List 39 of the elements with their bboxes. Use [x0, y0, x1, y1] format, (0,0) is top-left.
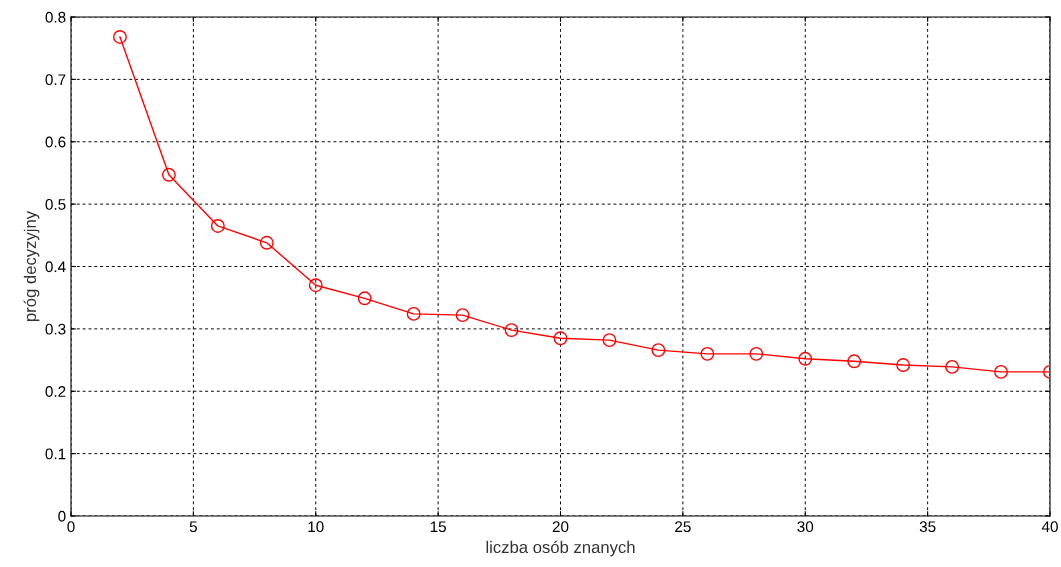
y-tick-label: 0.5: [45, 198, 66, 210]
point: [259, 235, 274, 250]
point: [602, 333, 617, 348]
point: [406, 306, 421, 321]
y-tick-label: 0.7: [45, 74, 66, 86]
x-tick-label: 15: [430, 521, 446, 533]
point: [847, 354, 862, 369]
x-tick-label: 5: [189, 521, 197, 533]
y-tick-label: 0.2: [45, 386, 66, 397]
y-tick-label: 0: [58, 510, 66, 522]
point: [945, 359, 960, 374]
y-tick-label: 0.6: [45, 136, 66, 148]
y-tick-label: 0.8: [45, 11, 66, 23]
point: [357, 291, 372, 306]
x-tick-label: 0: [67, 521, 75, 533]
x-tick-label: 25: [675, 521, 691, 533]
point: [651, 343, 666, 358]
x-tick-label: 30: [797, 521, 814, 533]
point: [308, 278, 323, 293]
y-tick-label: 0.4: [45, 261, 66, 273]
point: [553, 331, 568, 346]
point: [798, 351, 813, 366]
point: [113, 30, 127, 44]
point: [994, 364, 1008, 379]
y-axis-title: próg decyzyjny: [23, 210, 40, 321]
point: [504, 323, 519, 338]
y-tick-label: 0.3: [45, 323, 66, 335]
point: [455, 308, 470, 323]
point: [161, 167, 176, 182]
y-tick-label: 0.1: [45, 448, 66, 460]
point: [896, 358, 911, 372]
x-tick-label: 40: [1041, 521, 1058, 533]
point: [749, 346, 764, 361]
x-tick-label: 35: [919, 521, 936, 533]
x-axis-title: liczba osób znanych: [486, 540, 635, 557]
point: [700, 346, 715, 361]
x-tick-label: 10: [308, 521, 324, 533]
point: [210, 219, 225, 233]
x-tick-label: 20: [552, 521, 569, 533]
